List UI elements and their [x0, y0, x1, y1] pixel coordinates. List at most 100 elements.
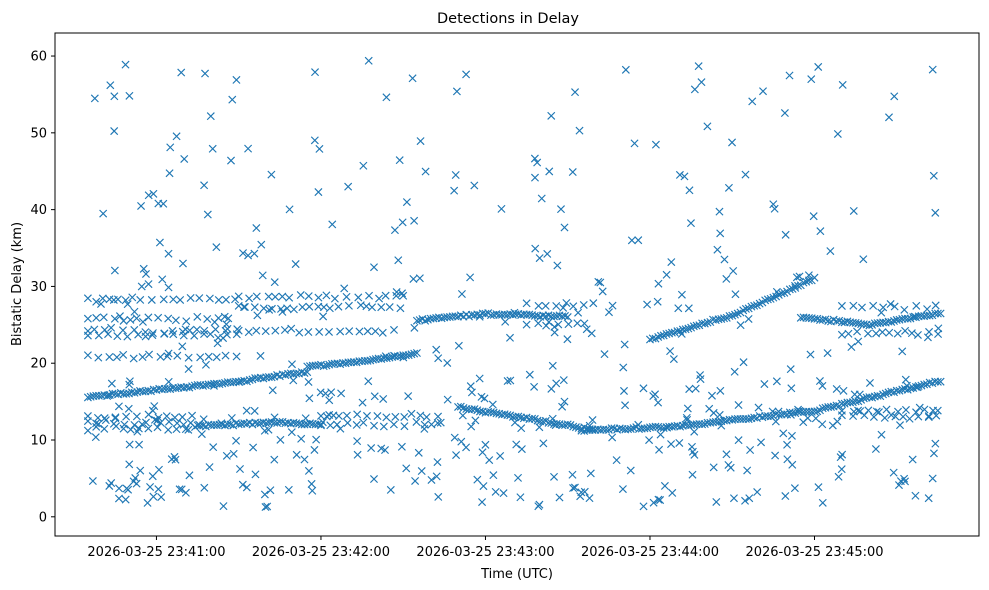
noise-detection [367, 444, 376, 453]
noise-detection [712, 497, 721, 506]
noise-detection [654, 398, 663, 407]
noise-detection [443, 395, 452, 404]
clutter-detection [355, 327, 364, 336]
noise-detection [516, 493, 525, 502]
noise-detection [651, 140, 660, 149]
noise-detection [690, 427, 699, 436]
noise-detection [889, 468, 898, 477]
noise-detection [757, 438, 766, 447]
clutter-detection [316, 411, 325, 420]
track-detection [933, 309, 942, 318]
noise-detection [253, 311, 262, 320]
noise-detection [931, 439, 940, 448]
noise-detection [394, 256, 403, 265]
x-tick-label: 2026-03-25 23:45:00 [745, 545, 883, 560]
noise-detection [811, 414, 820, 423]
noise-detection [311, 68, 320, 77]
noise-detection [402, 198, 411, 207]
noise-detection [421, 167, 430, 176]
clutter-detection [844, 329, 853, 338]
noise-detection [924, 413, 933, 422]
track-detection [626, 424, 635, 433]
clutter-detection [83, 412, 92, 421]
noise-detection [630, 139, 639, 148]
noise-detection [865, 378, 874, 387]
noise-detection [677, 290, 686, 299]
noise-detection [534, 502, 543, 511]
noise-detection [328, 220, 337, 229]
noise-detection [653, 297, 662, 306]
clutter-detection [192, 325, 201, 334]
noise-detection [662, 270, 671, 279]
noise-detection [157, 493, 166, 502]
noise-detection [416, 137, 425, 146]
track-detection [654, 332, 663, 341]
noise-detection [180, 154, 189, 163]
noise-detection [110, 127, 119, 136]
clutter-detection [856, 407, 865, 416]
clutter-detection [214, 333, 223, 342]
noise-detection [467, 422, 476, 431]
noise-detection [397, 442, 406, 451]
noise-detection [582, 325, 591, 334]
noise-detection [660, 481, 669, 490]
noise-detection [726, 463, 735, 472]
clutter-detection [205, 294, 214, 303]
track-detection [936, 309, 945, 318]
clutter-detection [541, 301, 550, 310]
noise-detection [125, 91, 134, 100]
clutter-detection [193, 312, 202, 321]
noise-detection [559, 303, 568, 312]
track-detection [607, 424, 616, 433]
clutter-detection [562, 298, 571, 307]
clutter-detection [94, 353, 103, 362]
clutter-detection [900, 305, 909, 314]
track-detection [832, 401, 841, 410]
noise-detection [639, 502, 648, 511]
noise-detection [235, 464, 244, 474]
y-tick-label: 50 [30, 126, 47, 141]
noise-detection [287, 360, 296, 369]
noise-detection [364, 377, 373, 386]
noise-detection [574, 308, 583, 317]
noise-detection [390, 226, 399, 235]
clutter-detection [433, 419, 442, 428]
noise-detection [685, 186, 694, 195]
noise-detection [783, 440, 792, 449]
noise-detection [745, 494, 754, 503]
clutter-detection [304, 328, 313, 337]
track-detection [755, 299, 764, 308]
noise-detection [911, 491, 920, 500]
noise-detection [656, 430, 665, 439]
noise-detection [795, 272, 804, 281]
noise-detection [854, 337, 863, 346]
noise-detection [402, 464, 411, 473]
noise-detection [806, 350, 815, 359]
track-detection [322, 361, 331, 370]
track-detection [514, 412, 523, 421]
clutter-detection [126, 425, 135, 434]
noise-detection [894, 481, 903, 490]
clutter-detection [259, 304, 268, 313]
track-detection [412, 348, 421, 358]
noise-detection [450, 186, 459, 195]
noise-detection [417, 467, 426, 476]
noise-detection [146, 482, 155, 492]
noise-detection [130, 307, 139, 316]
noise-detection [229, 449, 238, 458]
noise-detection [570, 483, 579, 492]
noise-detection [787, 384, 796, 393]
noise-detection [814, 62, 823, 71]
noise-detection [158, 275, 167, 284]
clutter-detection [923, 305, 932, 314]
clutter-detection [148, 329, 157, 338]
noise-detection [125, 440, 134, 449]
noise-detection [184, 365, 193, 374]
track-detection [887, 317, 896, 326]
noise-detection [289, 376, 298, 385]
noise-detection [643, 300, 652, 309]
noise-detection [741, 170, 750, 179]
track-detection [750, 413, 759, 422]
noise-detection [687, 442, 696, 451]
